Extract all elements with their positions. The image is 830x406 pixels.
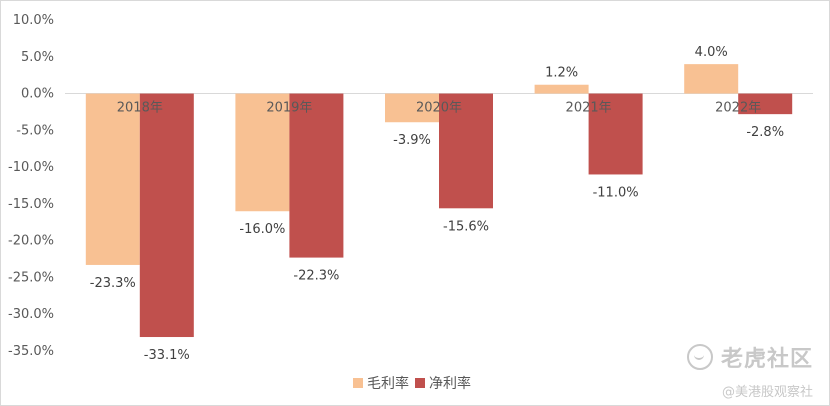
y-tick-label: 0.0% — [21, 87, 54, 102]
y-tick-label: -5.0% — [16, 123, 54, 138]
y-tick-label: 5.0% — [21, 50, 54, 65]
watermark-sub: @美港股观察社 — [721, 385, 813, 400]
data-label: -22.3% — [293, 269, 339, 284]
x-category-label: 2018年 — [117, 101, 163, 116]
legend-swatch-net — [415, 378, 425, 388]
data-label: -3.9% — [393, 133, 431, 148]
y-tick-label: -25.0% — [8, 270, 54, 285]
legend-item-net: 净利率 — [415, 373, 471, 393]
x-category-label: 2019年 — [266, 101, 312, 116]
x-category-label: 2021年 — [566, 101, 612, 116]
x-category-label: 2022年 — [715, 101, 761, 116]
data-label: -23.3% — [90, 276, 136, 291]
gross-margin-bar — [85, 93, 140, 265]
watermark-brand: 老虎社区 — [686, 341, 813, 373]
x-category-label: 2020年 — [416, 101, 462, 116]
y-tick-label: -35.0% — [8, 344, 54, 359]
legend-swatch-gross — [353, 378, 363, 388]
net-margin-bar — [588, 93, 643, 175]
net-margin-bar — [439, 93, 493, 209]
watermark: 老虎社区 @美港股观察社 — [686, 341, 813, 400]
data-label: -11.0% — [593, 185, 639, 200]
data-label: -33.1% — [144, 348, 190, 363]
data-label: -16.0% — [239, 222, 285, 237]
gross-margin-bar — [534, 84, 589, 94]
y-tick-label: -30.0% — [8, 307, 54, 322]
watermark-brand-text: 老虎社区 — [720, 347, 813, 372]
data-label: -2.8% — [746, 125, 784, 140]
data-label: -15.6% — [443, 219, 489, 234]
data-label: 4.0% — [695, 45, 728, 60]
data-label: 1.2% — [545, 66, 578, 81]
legend-label-net: 净利率 — [429, 376, 471, 392]
legend-label-gross: 毛利率 — [367, 376, 409, 392]
gross-margin-bar — [684, 64, 739, 94]
y-tick-label: -20.0% — [8, 234, 54, 249]
legend-item-gross: 毛利率 — [353, 373, 409, 393]
y-tick-label: 10.0% — [13, 13, 54, 28]
y-tick-label: -10.0% — [8, 160, 54, 175]
tiger-community-icon — [686, 344, 713, 370]
net-margin-bar — [738, 93, 793, 115]
legend: 毛利率 净利率 — [353, 373, 477, 393]
gross-margin-bar — [235, 93, 290, 212]
gross-margin-bar — [385, 93, 439, 123]
net-margin-bar — [289, 93, 344, 258]
net-margin-bar — [139, 93, 194, 338]
y-tick-label: -15.0% — [8, 197, 54, 212]
